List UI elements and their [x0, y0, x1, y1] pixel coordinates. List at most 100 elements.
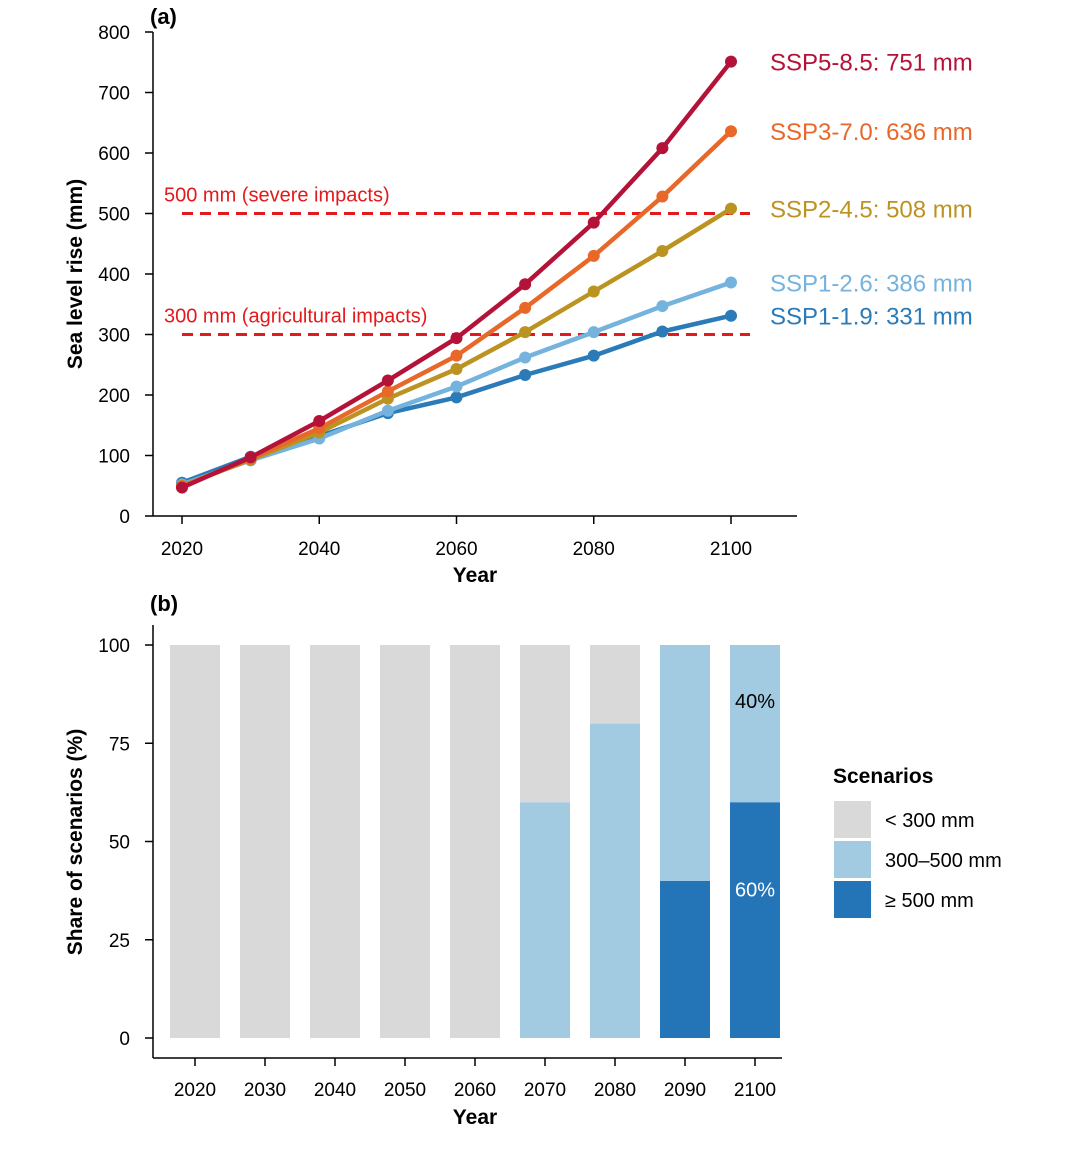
panel-a-x-axis-title: Year: [453, 564, 497, 587]
series-point-ssp1-1-9: [656, 325, 669, 338]
bar-segment-2100-300-500-mm: [730, 645, 780, 803]
y-tick-label: 700: [98, 84, 130, 105]
series-point-ssp5-8-5: [519, 278, 532, 291]
series-point-ssp1-1-9: [450, 391, 463, 404]
bar-segment-2070-300-500-mm: [520, 802, 570, 1038]
series-point-ssp3-7-0: [381, 385, 394, 398]
panel-a-y-ticks: 0 100 200 300 400 500 600 700 800: [98, 23, 153, 528]
series-end-label-ssp2-4-5: SSP2-4.5: 508 mm: [770, 197, 973, 224]
series-end-label-ssp3-7-0: SSP3-7.0: 636 mm: [770, 119, 973, 146]
x-tick-label: 2020: [174, 1080, 216, 1101]
panel-b-y-axis-title: Share of scenarios (%): [64, 729, 87, 955]
y-tick-label: 25: [109, 931, 130, 952]
x-tick-label: 2080: [594, 1080, 636, 1101]
series-point-ssp1-2-6: [519, 351, 532, 364]
y-tick-label: 600: [98, 144, 130, 165]
series-point-ssp1-1-9: [519, 369, 532, 382]
series-point-ssp2-4-5: [725, 202, 737, 215]
series-line-ssp2-4-5: [179, 206, 734, 489]
panel-b-y-ticks: 0 25 50 75 100: [98, 636, 153, 1050]
legend-swatch-500-mm: [834, 881, 871, 918]
series-point-ssp3-7-0: [587, 249, 600, 262]
bar-segment-2080-300-500-mm: [590, 723, 640, 1038]
panel-a-y-axis-title: Sea level rise (mm): [64, 179, 87, 369]
series-point-ssp5-8-5: [450, 332, 463, 345]
bar-annotation-500-mm: 60%: [735, 880, 775, 902]
series-point-ssp5-8-5: [176, 481, 188, 494]
series-end-label-ssp5-8-5: SSP5-8.5: 751 mm: [770, 50, 973, 77]
bar-annotation-300-500-mm: 40%: [735, 691, 775, 713]
x-tick-label: 2020: [161, 539, 203, 560]
panel-a-x-ticks: 2020 2040 2060 2080 2100: [161, 516, 752, 560]
legend-swatch-300-500-mm: [834, 841, 871, 878]
series-point-ssp2-4-5: [519, 326, 532, 339]
bar-segment-2070-300-mm: [520, 645, 570, 803]
panel-b-stacked-bar-chart: (b) 40% 60% 0 25 50 75 100 2020 2030 2040 2050 20…: [64, 591, 1002, 1129]
series-point-ssp1-2-6: [656, 300, 669, 313]
series-point-ssp5-8-5: [587, 216, 600, 229]
series-point-ssp5-8-5: [313, 415, 326, 428]
series-point-ssp5-8-5: [381, 374, 394, 387]
x-tick-label: 2040: [314, 1080, 356, 1101]
series-point-ssp3-7-0: [519, 301, 532, 314]
y-tick-label: 800: [98, 23, 130, 44]
panel-b-legend: Scenarios < 300 mm 300–500 mm ≥ 500 mm: [833, 765, 1002, 918]
bar-segment-2080-300-mm: [590, 645, 640, 724]
panel-b-label: (b): [150, 591, 178, 616]
threshold-label-500: 500 mm (severe impacts): [164, 185, 390, 207]
series-end-label-ssp1-1-9: SSP1-1.9: 331 mm: [770, 304, 973, 331]
bar-segment-2090-300-500-mm: [660, 645, 710, 881]
series-point-ssp5-8-5: [725, 55, 737, 68]
bar-segment-2050-300-mm: [380, 645, 430, 1038]
x-tick-label: 2030: [244, 1080, 286, 1101]
panel-b-bars: [170, 645, 780, 1038]
x-tick-label: 2100: [710, 539, 752, 560]
x-tick-label: 2100: [734, 1080, 776, 1101]
legend-item-label: 300–500 mm: [885, 850, 1002, 872]
legend-swatch-300-mm: [834, 801, 871, 838]
y-tick-label: 75: [109, 734, 130, 755]
legend-title: Scenarios: [833, 765, 933, 788]
x-tick-label: 2060: [454, 1080, 496, 1101]
threshold-label-300: 300 mm (agricultural impacts): [164, 306, 427, 328]
bar-segment-2040-300-mm: [310, 645, 360, 1038]
y-tick-label: 100: [98, 447, 130, 468]
series-end-label-ssp1-2-6: SSP1-2.6: 386 mm: [770, 270, 973, 297]
series-point-ssp3-7-0: [725, 125, 737, 138]
series-point-ssp2-4-5: [587, 285, 600, 298]
y-tick-label: 400: [98, 265, 130, 286]
x-tick-label: 2060: [435, 539, 477, 560]
x-tick-label: 2070: [524, 1080, 566, 1101]
series-line-ssp5-8-5: [179, 59, 734, 490]
panel-a-label: (a): [150, 4, 177, 29]
panel-a-series: [176, 55, 737, 494]
panel-a-series-labels: SSP1-1.9: 331 mm SSP1-2.6: 386 mm SSP2-4.5…: [770, 50, 973, 331]
panel-b-x-axis-title: Year: [453, 1106, 497, 1129]
y-tick-label: 500: [98, 205, 130, 226]
series-point-ssp1-1-9: [725, 309, 737, 322]
series-point-ssp1-1-9: [587, 349, 600, 362]
y-tick-label: 50: [109, 833, 130, 854]
bar-segment-2060-300-mm: [450, 645, 500, 1038]
x-tick-label: 2040: [298, 539, 340, 560]
y-tick-label: 100: [98, 636, 130, 657]
series-point-ssp2-4-5: [656, 245, 669, 258]
legend-item-label: ≥ 500 mm: [885, 890, 974, 912]
bar-segment-2090-500-mm: [660, 880, 710, 1038]
series-point-ssp1-2-6: [450, 380, 463, 393]
series-point-ssp5-8-5: [244, 451, 257, 464]
y-tick-label: 0: [119, 1029, 130, 1050]
series-point-ssp1-2-6: [587, 326, 600, 339]
bar-segment-2100-500-mm: [730, 802, 780, 1038]
series-point-ssp1-2-6: [381, 404, 394, 417]
series-point-ssp3-7-0: [656, 190, 669, 203]
x-tick-label: 2050: [384, 1080, 426, 1101]
series-point-ssp3-7-0: [450, 349, 463, 362]
y-tick-label: 0: [119, 507, 130, 528]
x-tick-label: 2080: [573, 539, 615, 560]
bar-segment-2030-300-mm: [240, 645, 290, 1038]
panel-b-annotations: 40% 60%: [735, 691, 775, 902]
legend-item-label: < 300 mm: [885, 810, 974, 832]
